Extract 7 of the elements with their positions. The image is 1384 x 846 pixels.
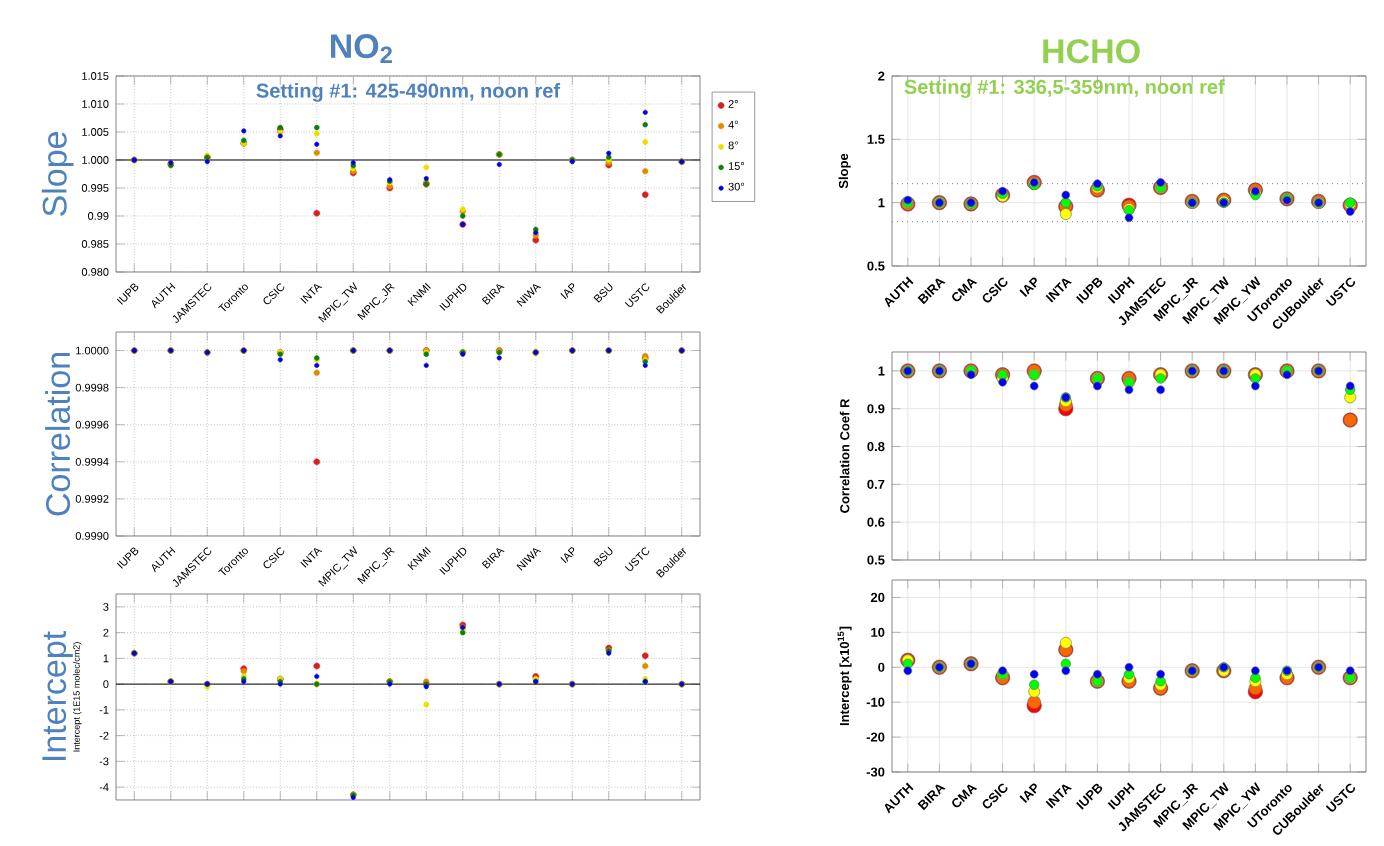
y-axis-title: Correlation bbox=[45, 353, 71, 516]
chart-subtitle: Setting #1: 425-490nm, noon ref bbox=[256, 83, 561, 102]
y-axis-title: Slope bbox=[41, 131, 74, 216]
chart-subtitle: Setting #1: 336,5-359nm, noon ref bbox=[904, 79, 1225, 98]
y-axis-title: Intercept bbox=[42, 631, 73, 760]
chart-title: HCHO bbox=[1043, 39, 1140, 64]
chart-title: NO$_{2}$ bbox=[330, 34, 392, 63]
